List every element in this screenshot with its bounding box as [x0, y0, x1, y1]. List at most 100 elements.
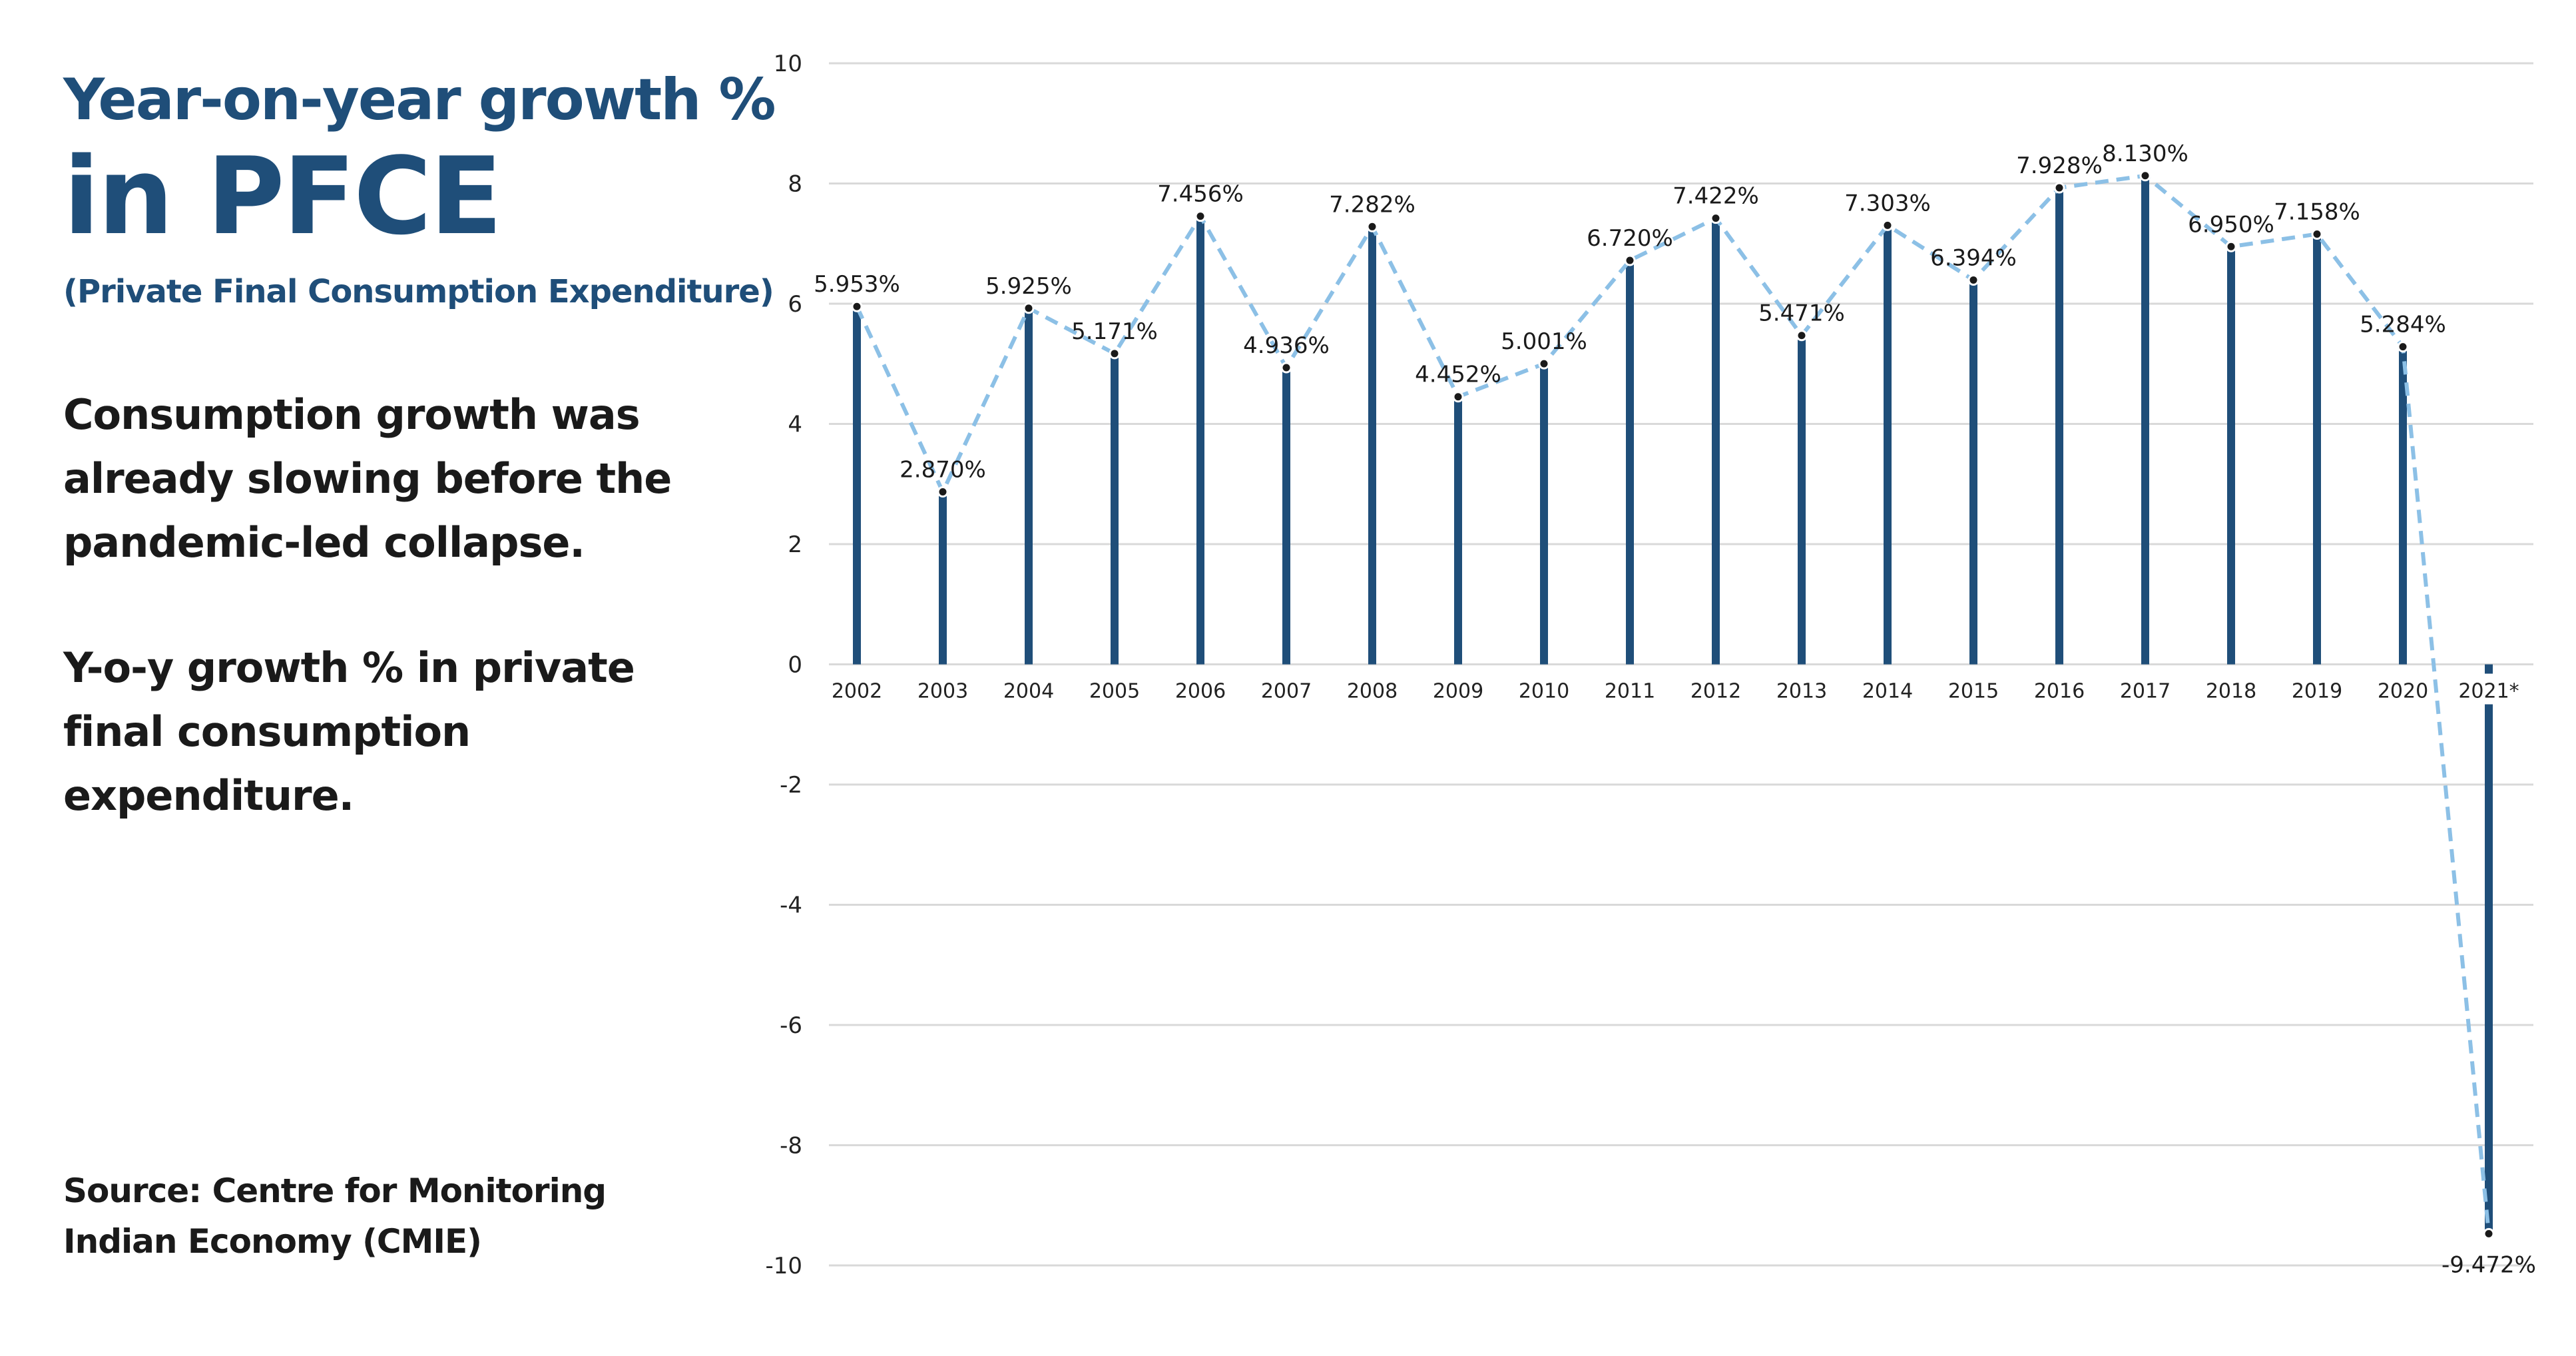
bar — [2485, 664, 2493, 1234]
bar — [1798, 335, 1806, 665]
data-label: 5.171% — [1071, 318, 1158, 345]
data-point — [1967, 274, 1979, 286]
data-point — [2053, 182, 2065, 194]
bar — [1969, 280, 1977, 665]
x-tick-label: 2008 — [1347, 680, 1398, 703]
data-label: 8.130% — [2102, 141, 2189, 167]
data-point — [1710, 212, 1722, 224]
title-line-1: Year-on-year growth % — [63, 67, 776, 133]
data-point — [1023, 302, 1035, 314]
data-point — [2483, 1227, 2495, 1239]
x-tick-label: 2021* — [2458, 680, 2519, 703]
y-tick-label: -6 — [780, 1012, 802, 1039]
bar — [2399, 346, 2407, 665]
y-tick-label: -10 — [765, 1253, 802, 1279]
data-label: 4.936% — [1243, 332, 1330, 359]
x-tick-label: 2014 — [1862, 680, 1913, 703]
bars — [853, 175, 2493, 1234]
x-tick-label: 2015 — [1948, 680, 1999, 703]
bar — [939, 492, 947, 665]
data-label: 7.456% — [1157, 181, 1244, 208]
data-point — [1538, 358, 1550, 370]
y-tick-label: 6 — [788, 291, 802, 318]
data-label: 4.452% — [1415, 362, 1501, 388]
data-label: 5.471% — [1758, 300, 1845, 327]
bar — [1196, 216, 1204, 665]
bar — [2055, 187, 2063, 665]
data-point — [2311, 228, 2323, 240]
x-tick-label: 2002 — [832, 680, 882, 703]
data-label: 5.001% — [1501, 328, 1587, 355]
data-label: 6.950% — [2188, 211, 2274, 238]
data-point — [1882, 219, 1894, 231]
bar — [2313, 234, 2321, 665]
y-tick-label: 2 — [788, 531, 802, 558]
y-tick-label: -4 — [780, 892, 802, 919]
bar — [2141, 175, 2149, 665]
data-point — [937, 486, 949, 498]
x-tick-label: 2003 — [917, 680, 968, 703]
data-label: 7.282% — [1329, 191, 1416, 218]
y-tick-label: -2 — [780, 772, 802, 799]
data-label: 5.284% — [2360, 312, 2446, 338]
bar — [1454, 396, 1462, 665]
bar — [1540, 364, 1548, 665]
data-point — [1280, 362, 1292, 374]
y-tick-label: 0 — [788, 652, 802, 679]
x-tick-label: 2010 — [1519, 680, 1569, 703]
x-tick-label: 2004 — [1003, 680, 1054, 703]
x-tick-label: 2013 — [1776, 680, 1827, 703]
data-label: 2.870% — [900, 456, 986, 483]
y-tick-label: 8 — [788, 171, 802, 198]
description-paragraph-1: Consumption growth was already slowing b… — [63, 390, 672, 567]
bar — [1025, 308, 1033, 665]
data-point — [1624, 254, 1636, 266]
data-point — [1452, 391, 1464, 403]
x-tick-label: 2020 — [2378, 680, 2428, 703]
x-tick-label: 2017 — [2120, 680, 2171, 703]
y-tick-label: -8 — [780, 1133, 802, 1160]
bar — [2227, 246, 2235, 665]
x-tick-label: 2011 — [1605, 680, 1655, 703]
data-label: 6.394% — [1930, 244, 2017, 271]
data-label: 7.422% — [1673, 183, 1759, 210]
bar — [1282, 368, 1290, 665]
title-line-2: in PFCE — [63, 134, 503, 258]
data-point — [2139, 170, 2151, 182]
y-axis-ticks: 10 8 6 4 2 0 -2 -4 -6 -8 -10 — [765, 51, 802, 1279]
x-tick-label-bg — [2442, 673, 2535, 705]
x-tick-label: 2005 — [1089, 680, 1140, 703]
bar — [1111, 353, 1119, 665]
bar — [1884, 225, 1892, 665]
data-label: 7.303% — [1844, 190, 1931, 216]
data-point — [1366, 220, 1378, 232]
gridlines — [829, 62, 2533, 1267]
x-tick-label: 2012 — [1690, 680, 1741, 703]
text-panel: Year-on-year growth % in PFCE (Private F… — [63, 0, 776, 1356]
markers — [851, 170, 2495, 1239]
x-tick-label: 2018 — [2206, 680, 2256, 703]
data-label: 5.953% — [814, 271, 900, 298]
data-label: 6.720% — [1587, 225, 1673, 252]
data-point — [1194, 210, 1206, 222]
data-point — [2397, 341, 2409, 353]
source-note: Source: Centre for Monitoring Indian Eco… — [63, 1172, 607, 1261]
bar — [853, 306, 861, 665]
x-tick-label: 2007 — [1261, 680, 1312, 703]
data-point — [2225, 240, 2237, 252]
y-tick-label: 10 — [774, 51, 802, 77]
bar — [1368, 226, 1376, 665]
data-label: 5.925% — [985, 273, 1072, 300]
x-axis-ticks: 2002 2003 2004 2005 2006 2007 2008 2009 2010 2011… — [832, 673, 2535, 705]
data-label: -9.472% — [2442, 1251, 2536, 1278]
bar — [1626, 260, 1634, 665]
x-tick-label: 2019 — [2292, 680, 2342, 703]
data-labels: 5.953% 2.870% 5.925% 5.171% 7.456% 4.936% 7.28… — [814, 141, 2536, 1279]
data-label: 7.928% — [2016, 153, 2103, 179]
subtitle: (Private Final Consumption Expenditure) — [63, 273, 774, 310]
x-tick-label: 2006 — [1175, 680, 1226, 703]
x-tick-label: 2009 — [1433, 680, 1483, 703]
data-point — [1109, 348, 1121, 360]
data-point — [851, 300, 863, 312]
